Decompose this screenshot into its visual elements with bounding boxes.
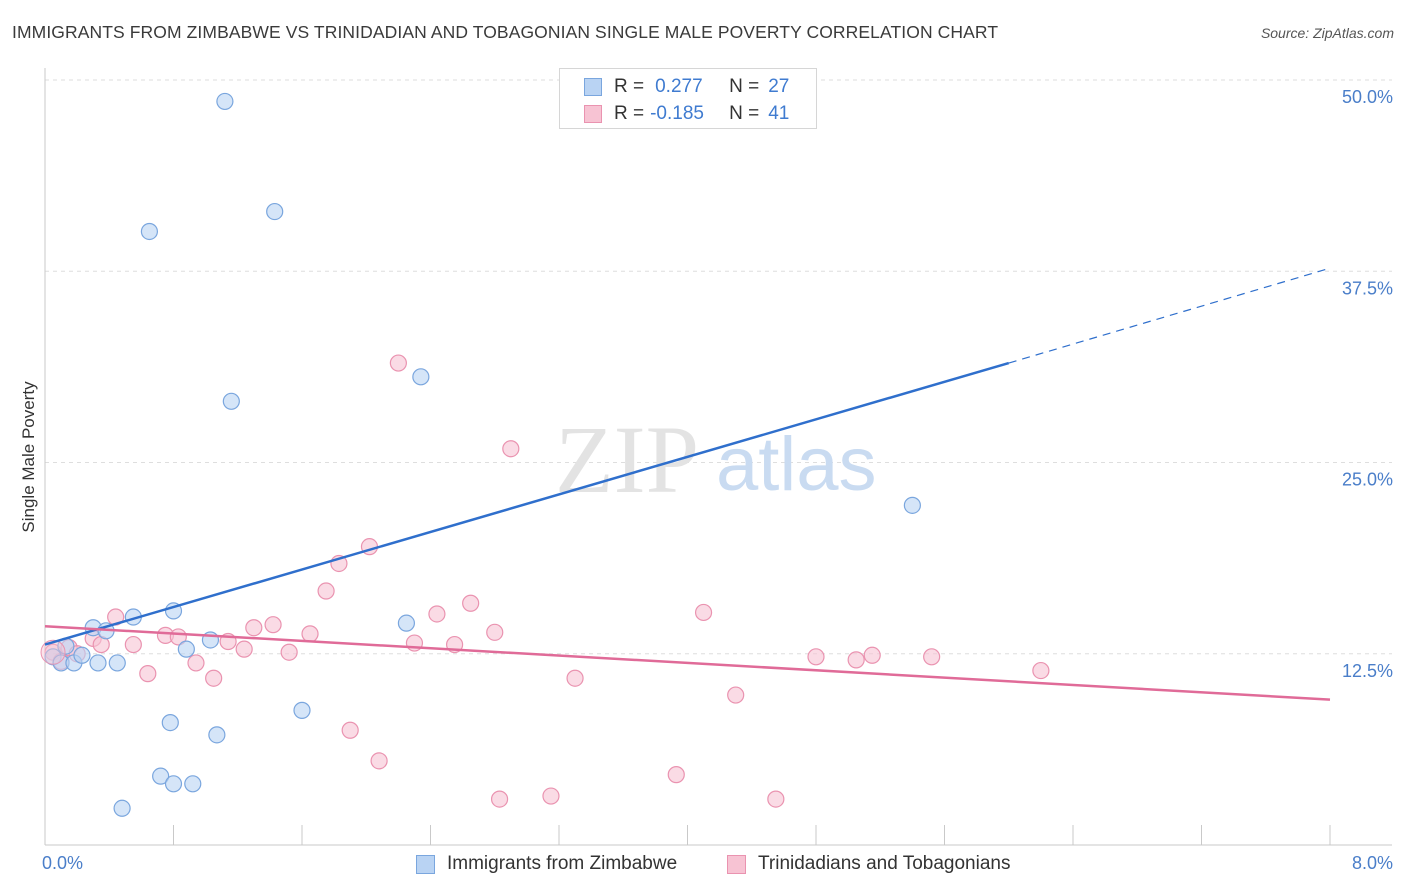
- data-point-cluster: [40, 639, 66, 665]
- data-points: [40, 92, 1050, 817]
- legend-swatch-trinidad: [584, 105, 602, 123]
- legend-item-zimbabwe: Immigrants from Zimbabwe: [416, 853, 677, 875]
- data-point-trinidad: [767, 790, 785, 808]
- data-point-trinidad: [542, 787, 560, 805]
- legend-r-label: R =: [614, 103, 645, 124]
- data-point-trinidad: [727, 686, 745, 704]
- data-point-zimbabwe: [266, 202, 284, 221]
- data-point-zimbabwe: [903, 496, 921, 514]
- data-point-zimbabwe: [216, 92, 234, 111]
- data-point-zimbabwe: [113, 799, 131, 817]
- data-point-zimbabwe: [293, 701, 311, 719]
- data-point-zimbabwe: [184, 775, 202, 793]
- legend-swatch-zimbabwe: [584, 78, 602, 96]
- data-point-zimbabwe: [161, 713, 179, 732]
- y-tick-label: 25.0%: [1342, 470, 1393, 490]
- chart-title: IMMIGRANTS FROM ZIMBABWE VS TRINIDADIAN …: [12, 22, 999, 42]
- legend-n-value: 41: [768, 103, 790, 124]
- legend-n-label: N =: [729, 76, 760, 97]
- legend-swatch-zimbabwe: [416, 854, 435, 874]
- data-point-zimbabwe: [108, 654, 126, 672]
- data-point-zimbabwe: [222, 392, 240, 410]
- legend-n-label: N =: [729, 103, 760, 124]
- legend-label-trinidad: Trinidadians and Tobagonians: [758, 853, 1011, 874]
- source-label: Source: ZipAtlas.com: [1260, 25, 1394, 41]
- axes: [44, 68, 1392, 846]
- data-point-trinidad: [187, 654, 205, 672]
- data-point-zimbabwe: [89, 654, 107, 672]
- series-legend: Immigrants from Zimbabwe Trinidadians an…: [0, 851, 1406, 879]
- data-point-zimbabwe: [412, 368, 430, 386]
- legend-item-trinidad: Trinidadians and Tobagonians: [727, 853, 1010, 875]
- tick-labels: 12.5% 25.0% 37.5% 50.0% 0.0% 8.0%: [42, 87, 1393, 873]
- data-point-trinidad: [317, 582, 335, 600]
- data-point-trinidad: [566, 669, 584, 687]
- y-tick-label: 12.5%: [1342, 661, 1393, 681]
- data-point-trinidad: [490, 790, 509, 808]
- data-point-trinidad: [280, 643, 298, 661]
- legend-swatch-trinidad: [727, 854, 746, 874]
- data-point-trinidad: [264, 616, 282, 634]
- data-point-trinidad: [389, 354, 407, 372]
- trend-line-zimbabwe: [44, 361, 1010, 646]
- data-point-zimbabwe: [177, 640, 195, 658]
- data-point-trinidad: [245, 619, 263, 637]
- data-point-trinidad: [863, 646, 881, 664]
- data-point-zimbabwe: [208, 726, 226, 744]
- data-point-zimbabwe: [73, 646, 91, 664]
- trend-line-trinidad: [44, 624, 1331, 701]
- trend-lines: [44, 267, 1331, 701]
- data-point-trinidad: [486, 623, 504, 641]
- grid-lines: [45, 79, 1392, 655]
- data-point-trinidad: [1032, 661, 1050, 680]
- legend-label-zimbabwe: Immigrants from Zimbabwe: [447, 853, 678, 874]
- data-point-trinidad: [428, 605, 446, 623]
- legend-row-zimbabwe: R = 0.277 N = 27: [584, 74, 789, 100]
- watermark: ZIP atlas: [555, 406, 877, 513]
- legend-r-value: -0.185: [650, 103, 704, 124]
- data-point-trinidad: [923, 648, 941, 666]
- data-point-trinidad: [301, 625, 319, 643]
- data-point-trinidad: [205, 669, 223, 687]
- legend-row-trinidad: R = -0.185 N = 41: [584, 101, 789, 127]
- data-point-trinidad: [235, 640, 253, 658]
- data-point-trinidad: [667, 766, 685, 784]
- trend-line-zimbabwe-extension: [1008, 267, 1331, 364]
- data-point-trinidad: [847, 651, 865, 669]
- data-point-zimbabwe: [397, 614, 416, 632]
- legend-r-label: R =: [614, 76, 645, 97]
- data-point-zimbabwe: [164, 775, 183, 793]
- x-tick-label: 8.0%: [1352, 853, 1393, 873]
- data-point-zimbabwe: [140, 222, 159, 241]
- x-tick-label: 0.0%: [42, 853, 83, 873]
- data-point-trinidad: [807, 648, 825, 666]
- y-axis-label: Single Male Poverty: [19, 381, 38, 533]
- data-point-trinidad: [124, 635, 142, 654]
- data-point-zimbabwe: [152, 767, 170, 785]
- correlation-legend: R = 0.277 N = 27 R = -0.185 N = 41: [559, 68, 817, 129]
- y-tick-label: 37.5%: [1342, 278, 1393, 298]
- legend-r-value: 0.277: [655, 76, 703, 97]
- data-point-trinidad: [341, 721, 359, 739]
- legend-n-value: 27: [768, 76, 790, 97]
- y-tick-label: 50.0%: [1342, 87, 1393, 107]
- watermark-atlas: atlas: [716, 422, 877, 507]
- data-point-trinidad: [694, 603, 713, 622]
- data-point-trinidad: [502, 440, 520, 458]
- data-point-trinidad: [370, 752, 388, 770]
- data-point-trinidad: [462, 594, 480, 612]
- data-point-trinidad: [139, 665, 157, 683]
